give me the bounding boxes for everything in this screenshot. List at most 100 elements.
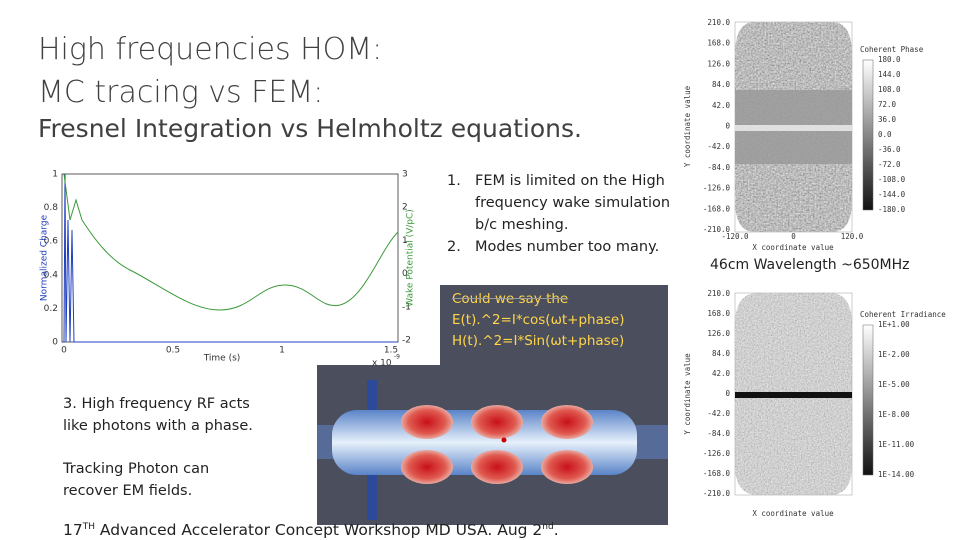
list: 1. FEM is limited on the High frequency w…	[447, 170, 672, 258]
question-line: Could we say the	[452, 291, 569, 307]
note-line: Tracking Photon can	[63, 461, 210, 477]
y-tick-label: 42.0	[712, 369, 731, 378]
y-tick-label: 0.2	[44, 304, 58, 314]
charge-curve	[62, 173, 398, 343]
y-tick-label: 126.0	[707, 59, 730, 68]
x-tick-label: 1	[279, 346, 285, 356]
simulation-panel	[317, 285, 668, 525]
y2-axis-label: Wake Potential (V/pC)	[406, 209, 416, 307]
wavelength-label: 46cm Wavelength ~650MHz	[710, 257, 910, 273]
y-tick-label: -210.0	[703, 489, 731, 498]
footer-suffix: nd	[542, 521, 554, 532]
y-tick-label: 42.0	[712, 101, 731, 110]
colorbar-tick-label: 1E-2.00	[878, 350, 910, 359]
y2-tick-label: -2	[402, 336, 411, 346]
y-tick-label: 1	[52, 170, 58, 180]
title: High frequencies HOM: MC tracing vs FEM:	[38, 28, 382, 114]
list-text: Modes number too many.	[475, 239, 660, 255]
question-line: E(t).^2=I*cos(ωt+phase)	[452, 312, 625, 328]
colorbar-tick-label: 36.0	[878, 115, 897, 124]
footer-suffix: TH	[82, 521, 95, 532]
colorbar-tick-label: -72.0	[878, 160, 901, 169]
note-line: recover EM fields.	[63, 483, 193, 499]
x-scale: x 10	[372, 359, 392, 369]
list-marker: 1.	[447, 173, 461, 189]
y-axis-label: Y coordinate value	[683, 353, 692, 435]
irradiance-map: 210.0 168.0 126.0 84.0 42.0 0 -42.0 -84.0 -126.0…	[683, 289, 946, 518]
y-tick-label: -210.0	[703, 225, 731, 234]
y2-tick-label: 0	[402, 269, 408, 279]
note: 3. High frequency RF acts like photons w…	[63, 393, 253, 437]
note: Tracking Photon can recover EM fields.	[63, 458, 209, 502]
y-tick-label: 0.6	[44, 237, 59, 247]
x-axis-label: Time (s)	[203, 354, 241, 364]
y-tick-label: -126.0	[703, 184, 731, 193]
colorbar-tick-label: 1E-5.00	[878, 380, 910, 389]
colorbar-title: Coherent Phase	[860, 45, 924, 54]
y-tick-label: 0.4	[44, 270, 59, 280]
title-line: MC tracing vs FEM:	[38, 75, 324, 110]
colorbar-tick-label: 1E+1.00	[878, 320, 910, 329]
question-line: H(t).^2=I*Sin(ωt+phase)	[452, 333, 625, 349]
y-tick-label: 210.0	[707, 18, 730, 27]
x-axis-label: X coordinate value	[752, 243, 834, 252]
y-tick-label: 126.0	[707, 329, 730, 338]
y2-tick-label: 3	[402, 170, 408, 180]
y-tick-label: 0	[725, 389, 730, 398]
x-tick-label: -120.0	[721, 232, 749, 241]
x-tick-label: 0	[61, 346, 67, 356]
x-tick-label: 0	[791, 232, 796, 241]
y-tick-label: 84.0	[712, 80, 731, 89]
y-tick-label: 168.0	[707, 39, 730, 48]
note-line: 3. High frequency RF acts	[63, 396, 250, 412]
list-text: FEM is limited on the High frequency wak…	[475, 173, 671, 233]
colorbar-tick-label: 1E-14.00	[878, 470, 915, 479]
list-marker: 2.	[447, 239, 461, 255]
colorbar-tick-label: 1E-11.00	[878, 440, 915, 449]
y-axis-label: Y coordinate value	[683, 85, 692, 167]
y-tick-label: -42.0	[707, 409, 730, 418]
y-axis-label: Normalized Charge	[40, 214, 50, 301]
colorbar-tick-label: -180.0	[878, 205, 906, 214]
y-tick-label: 0	[725, 122, 730, 131]
note-line: like photons with a phase.	[63, 418, 253, 434]
y-tick-label: 168.0	[707, 309, 730, 318]
footer-number: 17	[63, 521, 83, 539]
footer: 17TH Advanced Accelerator Concept Worksh…	[63, 521, 559, 539]
list-item: 2. Modes number too many.	[447, 236, 672, 258]
y-tick-label: -84.0	[707, 429, 730, 438]
y2-tick-label: 1	[402, 236, 408, 246]
x-axis-label: X coordinate value	[752, 509, 834, 518]
y-tick-label: -42.0	[707, 142, 730, 151]
list-item: 1. FEM is limited on the High frequency w…	[447, 170, 672, 236]
x-tick-label: 0.5	[166, 346, 180, 356]
colorbar-title: Coherent Irradiance	[860, 310, 946, 319]
y-tick-label: 0.8	[44, 203, 59, 213]
subtitle: Fresnel Integration vs Helmholtz equatio…	[38, 114, 582, 143]
y-tick-label: -168.0	[703, 469, 731, 478]
colorbar-tick-label: 108.0	[878, 85, 901, 94]
colorbar-tick-label: 144.0	[878, 70, 901, 79]
y2-tick-label: 2	[402, 203, 408, 213]
question: Could we say the E(t).^2=I*cos(ωt+phase)…	[452, 289, 625, 352]
y2-tick-label: -1	[402, 302, 411, 312]
y-tick-label: -168.0	[703, 204, 731, 213]
phase-map: 210.0 168.0 126.0 84.0 42.0 0 -42.0 -84.0 -126.0…	[683, 18, 924, 252]
colorbar-tick-label: -36.0	[878, 145, 901, 154]
colorbar-tick-label: -144.0	[878, 190, 906, 199]
y-tick-label: 210.0	[707, 289, 730, 298]
wake-plot: 1 0.8 0.6 0.4 0.2 0 3 2 1 0 -1 -2 0 0.5 1 1.5 Time (s) x …	[40, 170, 416, 369]
footer-end: .	[553, 521, 559, 539]
y-tick-label: -84.0	[707, 163, 730, 172]
colorbar-tick-label: 180.0	[878, 55, 901, 64]
footer-text: Advanced Accelerator Concept Workshop MD…	[95, 521, 543, 539]
wake-curve	[63, 173, 399, 311]
colorbar-tick-label: 72.0	[878, 100, 897, 109]
colorbar-tick-label: 1E-8.00	[878, 410, 910, 419]
title-line: High frequencies HOM:	[38, 32, 383, 67]
x-tick-label: 120.0	[841, 232, 864, 241]
colorbar-tick-label: 0.0	[878, 130, 892, 139]
y-tick-label: 0	[52, 338, 58, 348]
y-tick-label: 84.0	[712, 349, 731, 358]
